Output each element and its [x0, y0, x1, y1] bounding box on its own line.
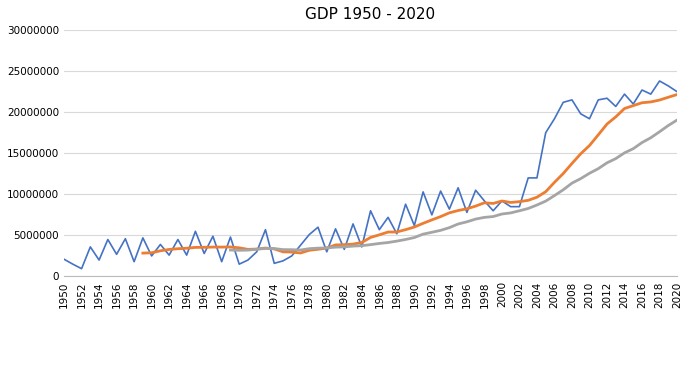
gdp_amount — [647, 92, 655, 96]
Line: rolling_average_gdp_10_years: rolling_average_gdp_10_years — [143, 94, 677, 253]
rolling_average_gdp_10_years — [244, 247, 252, 252]
gdp_amount — [436, 189, 444, 194]
rolling_average_gdp_20_years — [506, 210, 515, 215]
gdp_amount — [156, 242, 165, 247]
gdp_amount — [655, 79, 664, 83]
Title: GDP 1950 - 2020: GDP 1950 - 2020 — [305, 7, 435, 22]
gdp_amount — [620, 92, 628, 96]
gdp_amount — [367, 209, 375, 213]
rolling_average_gdp_20_years — [226, 248, 234, 252]
rolling_average_gdp_20_years — [524, 206, 533, 211]
rolling_average_gdp_20_years — [673, 118, 681, 122]
rolling_average_gdp_10_years — [664, 95, 672, 99]
rolling_average_gdp_10_years — [279, 250, 287, 254]
rolling_average_gdp_10_years — [673, 92, 681, 97]
rolling_average_gdp_10_years — [463, 207, 471, 211]
rolling_average_gdp_20_years — [270, 246, 278, 251]
gdp_amount — [86, 245, 94, 249]
rolling_average_gdp_20_years — [235, 248, 243, 253]
rolling_average_gdp_10_years — [138, 251, 147, 255]
gdp_amount — [77, 266, 85, 271]
Line: gdp_amount: gdp_amount — [64, 81, 677, 269]
rolling_average_gdp_20_years — [445, 225, 453, 230]
rolling_average_gdp_10_years — [603, 122, 611, 126]
gdp_amount — [673, 89, 681, 94]
rolling_average_gdp_10_years — [183, 246, 191, 250]
rolling_average_gdp_20_years — [647, 136, 655, 140]
rolling_average_gdp_20_years — [393, 239, 401, 243]
Line: rolling_average_gdp_20_years: rolling_average_gdp_20_years — [230, 120, 677, 250]
gdp_amount — [60, 257, 68, 262]
